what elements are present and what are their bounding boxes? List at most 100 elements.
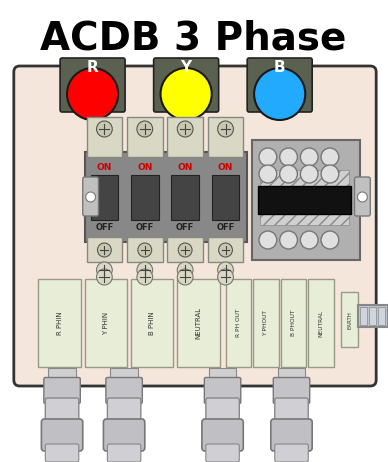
FancyBboxPatch shape bbox=[60, 58, 125, 112]
FancyBboxPatch shape bbox=[355, 177, 370, 216]
FancyBboxPatch shape bbox=[42, 419, 83, 451]
Text: OFF: OFF bbox=[136, 224, 154, 232]
Text: R PHIN: R PHIN bbox=[57, 311, 62, 335]
Bar bbox=[171, 175, 199, 220]
FancyBboxPatch shape bbox=[206, 444, 239, 462]
Bar bbox=[85, 279, 127, 367]
FancyBboxPatch shape bbox=[271, 419, 312, 451]
FancyBboxPatch shape bbox=[45, 398, 79, 426]
Bar bbox=[308, 279, 334, 367]
Circle shape bbox=[218, 243, 232, 257]
Bar bbox=[260, 170, 348, 225]
Text: R PH OUT: R PH OUT bbox=[236, 309, 241, 337]
Circle shape bbox=[321, 231, 339, 249]
Circle shape bbox=[97, 121, 112, 137]
Text: NEUTRAL: NEUTRAL bbox=[196, 307, 201, 339]
Text: B PHOUT: B PHOUT bbox=[291, 310, 296, 336]
FancyBboxPatch shape bbox=[154, 58, 218, 112]
Circle shape bbox=[218, 262, 234, 278]
Bar bbox=[360, 307, 367, 325]
Circle shape bbox=[137, 262, 152, 278]
FancyBboxPatch shape bbox=[14, 66, 376, 386]
FancyBboxPatch shape bbox=[44, 377, 80, 403]
Text: ACDB 3 Phase: ACDB 3 Phase bbox=[40, 20, 346, 58]
Bar bbox=[127, 237, 163, 262]
Circle shape bbox=[137, 269, 152, 285]
Circle shape bbox=[280, 165, 298, 183]
Bar bbox=[110, 368, 138, 380]
Bar bbox=[168, 237, 203, 262]
Bar bbox=[281, 279, 306, 367]
Circle shape bbox=[67, 68, 118, 120]
Bar bbox=[252, 140, 360, 260]
Bar bbox=[209, 368, 236, 380]
Text: ON: ON bbox=[177, 164, 193, 172]
Text: R: R bbox=[87, 61, 99, 75]
Circle shape bbox=[138, 243, 152, 257]
Text: OFF: OFF bbox=[176, 224, 194, 232]
Bar bbox=[131, 175, 159, 220]
Bar bbox=[131, 279, 173, 367]
Circle shape bbox=[97, 243, 111, 257]
FancyBboxPatch shape bbox=[45, 444, 79, 462]
Circle shape bbox=[280, 231, 298, 249]
Bar bbox=[359, 305, 388, 327]
Text: OFF: OFF bbox=[95, 224, 114, 232]
Circle shape bbox=[177, 121, 193, 137]
Circle shape bbox=[97, 262, 112, 278]
Bar bbox=[369, 307, 376, 325]
Text: Y PHOUT: Y PHOUT bbox=[263, 310, 268, 336]
Bar bbox=[177, 279, 220, 367]
Circle shape bbox=[218, 269, 234, 285]
FancyBboxPatch shape bbox=[273, 377, 310, 403]
Circle shape bbox=[280, 148, 298, 166]
Circle shape bbox=[254, 68, 305, 120]
Bar bbox=[378, 307, 385, 325]
Circle shape bbox=[97, 269, 112, 285]
Text: OFF: OFF bbox=[217, 224, 235, 232]
Circle shape bbox=[321, 165, 339, 183]
FancyBboxPatch shape bbox=[107, 398, 141, 426]
Circle shape bbox=[177, 262, 193, 278]
Bar bbox=[341, 292, 359, 347]
Circle shape bbox=[300, 165, 318, 183]
Text: B: B bbox=[274, 61, 286, 75]
Circle shape bbox=[259, 231, 277, 249]
Circle shape bbox=[357, 192, 367, 202]
Circle shape bbox=[161, 68, 212, 120]
Bar bbox=[168, 117, 203, 157]
Text: B PHIN: B PHIN bbox=[149, 311, 155, 335]
Circle shape bbox=[259, 165, 277, 183]
Text: NEUTRAL: NEUTRAL bbox=[319, 310, 324, 336]
Circle shape bbox=[178, 243, 192, 257]
Circle shape bbox=[259, 148, 277, 166]
Bar bbox=[85, 152, 247, 242]
Bar bbox=[208, 237, 243, 262]
Circle shape bbox=[300, 231, 318, 249]
FancyBboxPatch shape bbox=[107, 444, 141, 462]
Bar bbox=[225, 279, 251, 367]
Bar bbox=[127, 117, 163, 157]
Bar bbox=[253, 279, 279, 367]
Text: ON: ON bbox=[218, 164, 233, 172]
FancyBboxPatch shape bbox=[275, 398, 308, 426]
Bar bbox=[208, 117, 243, 157]
FancyBboxPatch shape bbox=[202, 419, 243, 451]
Bar bbox=[212, 175, 239, 220]
Circle shape bbox=[177, 269, 193, 285]
Circle shape bbox=[86, 192, 95, 202]
Bar bbox=[87, 117, 122, 157]
FancyBboxPatch shape bbox=[204, 377, 241, 403]
Bar bbox=[48, 368, 76, 380]
FancyBboxPatch shape bbox=[247, 58, 312, 112]
Circle shape bbox=[218, 121, 234, 137]
FancyBboxPatch shape bbox=[104, 419, 145, 451]
Circle shape bbox=[321, 148, 339, 166]
Bar bbox=[87, 237, 122, 262]
FancyBboxPatch shape bbox=[275, 444, 308, 462]
Text: Y: Y bbox=[180, 61, 192, 75]
Circle shape bbox=[137, 121, 152, 137]
FancyBboxPatch shape bbox=[106, 377, 142, 403]
Text: ON: ON bbox=[137, 164, 152, 172]
Text: EARTH: EARTH bbox=[347, 311, 352, 329]
